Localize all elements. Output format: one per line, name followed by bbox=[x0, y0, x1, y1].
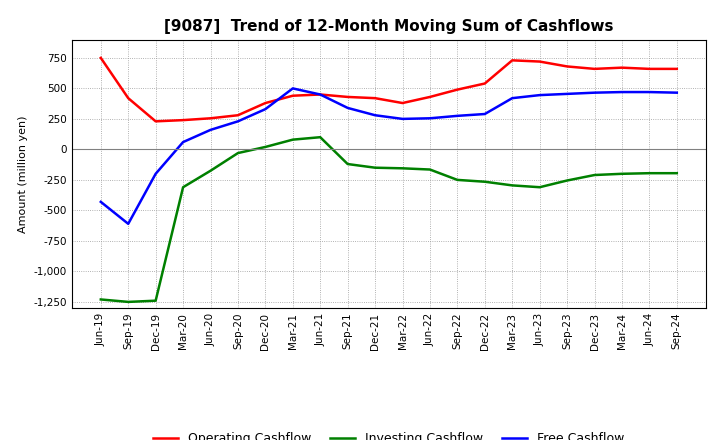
Free Cashflow bbox=[536, 92, 544, 98]
Free Cashflow bbox=[453, 113, 462, 118]
Free Cashflow bbox=[398, 116, 407, 121]
Investing Cashflow bbox=[179, 185, 187, 190]
Operating Cashflow bbox=[508, 58, 516, 63]
Investing Cashflow bbox=[618, 171, 626, 176]
Operating Cashflow bbox=[536, 59, 544, 64]
Investing Cashflow bbox=[96, 297, 105, 302]
Y-axis label: Amount (million yen): Amount (million yen) bbox=[18, 115, 28, 233]
Investing Cashflow bbox=[343, 161, 352, 167]
Investing Cashflow bbox=[480, 179, 489, 184]
Investing Cashflow bbox=[371, 165, 379, 170]
Operating Cashflow bbox=[618, 65, 626, 70]
Operating Cashflow bbox=[453, 87, 462, 92]
Investing Cashflow bbox=[426, 167, 434, 172]
Free Cashflow bbox=[480, 111, 489, 117]
Free Cashflow bbox=[289, 86, 297, 91]
Investing Cashflow bbox=[645, 171, 654, 176]
Operating Cashflow bbox=[590, 66, 599, 72]
Operating Cashflow bbox=[261, 100, 270, 106]
Investing Cashflow bbox=[151, 298, 160, 303]
Investing Cashflow bbox=[289, 137, 297, 142]
Free Cashflow bbox=[261, 106, 270, 112]
Operating Cashflow bbox=[371, 95, 379, 101]
Investing Cashflow bbox=[508, 183, 516, 188]
Legend: Operating Cashflow, Investing Cashflow, Free Cashflow: Operating Cashflow, Investing Cashflow, … bbox=[148, 427, 629, 440]
Operating Cashflow bbox=[426, 94, 434, 99]
Investing Cashflow bbox=[590, 172, 599, 178]
Investing Cashflow bbox=[124, 299, 132, 304]
Operating Cashflow bbox=[179, 117, 187, 123]
Operating Cashflow bbox=[645, 66, 654, 72]
Free Cashflow bbox=[563, 91, 572, 96]
Free Cashflow bbox=[233, 119, 242, 124]
Free Cashflow bbox=[645, 89, 654, 95]
Title: [9087]  Trend of 12-Month Moving Sum of Cashflows: [9087] Trend of 12-Month Moving Sum of C… bbox=[164, 19, 613, 34]
Investing Cashflow bbox=[672, 171, 681, 176]
Line: Operating Cashflow: Operating Cashflow bbox=[101, 58, 677, 121]
Operating Cashflow bbox=[206, 116, 215, 121]
Free Cashflow bbox=[590, 90, 599, 95]
Investing Cashflow bbox=[261, 144, 270, 150]
Free Cashflow bbox=[426, 116, 434, 121]
Investing Cashflow bbox=[316, 135, 325, 140]
Investing Cashflow bbox=[453, 177, 462, 183]
Operating Cashflow bbox=[672, 66, 681, 72]
Free Cashflow bbox=[371, 113, 379, 118]
Investing Cashflow bbox=[563, 178, 572, 183]
Operating Cashflow bbox=[480, 81, 489, 86]
Free Cashflow bbox=[206, 127, 215, 132]
Free Cashflow bbox=[672, 90, 681, 95]
Free Cashflow bbox=[151, 171, 160, 176]
Line: Investing Cashflow: Investing Cashflow bbox=[101, 137, 677, 302]
Free Cashflow bbox=[124, 221, 132, 227]
Operating Cashflow bbox=[96, 55, 105, 61]
Operating Cashflow bbox=[124, 95, 132, 101]
Free Cashflow bbox=[316, 92, 325, 97]
Investing Cashflow bbox=[398, 166, 407, 171]
Free Cashflow bbox=[179, 139, 187, 145]
Investing Cashflow bbox=[233, 150, 242, 156]
Operating Cashflow bbox=[316, 92, 325, 97]
Free Cashflow bbox=[96, 199, 105, 205]
Free Cashflow bbox=[508, 95, 516, 101]
Operating Cashflow bbox=[398, 100, 407, 106]
Free Cashflow bbox=[343, 105, 352, 110]
Operating Cashflow bbox=[151, 119, 160, 124]
Operating Cashflow bbox=[563, 64, 572, 69]
Operating Cashflow bbox=[289, 93, 297, 99]
Investing Cashflow bbox=[536, 185, 544, 190]
Investing Cashflow bbox=[206, 168, 215, 173]
Line: Free Cashflow: Free Cashflow bbox=[101, 88, 677, 224]
Operating Cashflow bbox=[233, 113, 242, 118]
Operating Cashflow bbox=[343, 94, 352, 99]
Free Cashflow bbox=[618, 89, 626, 95]
